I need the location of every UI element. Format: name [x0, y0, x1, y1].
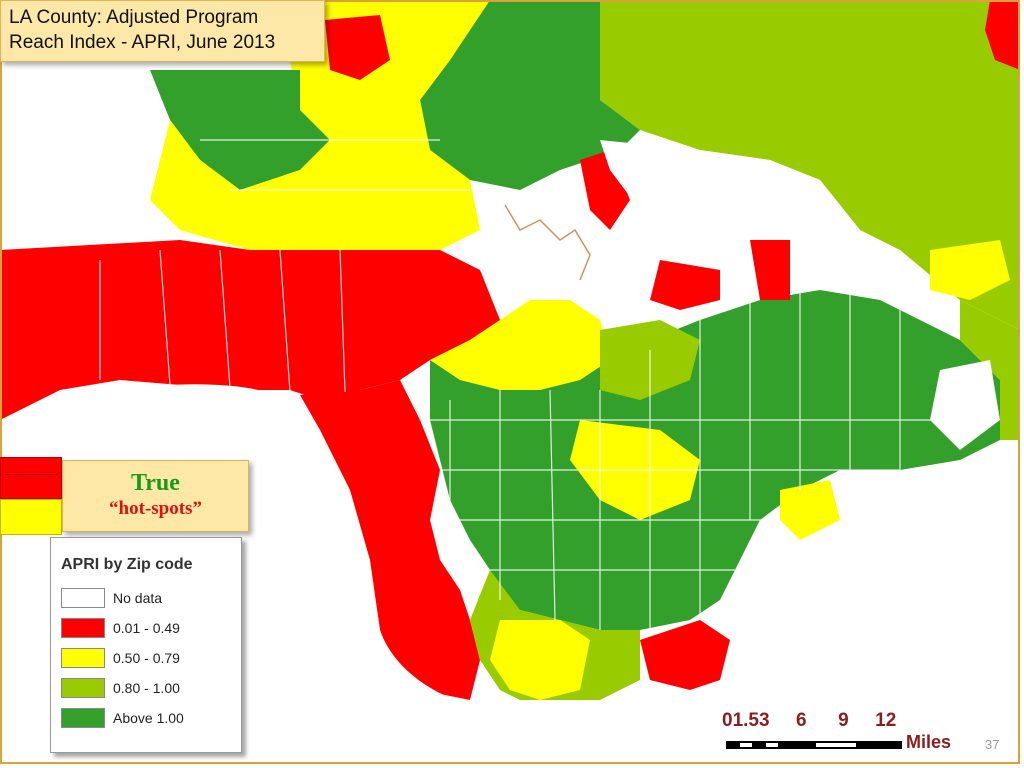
- legend-label: No data: [113, 590, 163, 606]
- legend-label: Above 1.00: [113, 710, 184, 726]
- region-south-yellow: [490, 620, 590, 700]
- slide-number: 37: [985, 737, 1000, 752]
- legend-title: APRI by Zip code: [61, 556, 193, 573]
- zip-boundaries: [99, 139, 950, 630]
- region-north-green: [420, 0, 640, 190]
- legend-label: 0.80 - 1.00: [113, 680, 180, 696]
- legend-item: Above 1.00: [61, 708, 241, 730]
- scale-bar: 01.53 6 9 12 Miles: [722, 710, 962, 758]
- region-yellow-se: [780, 480, 840, 540]
- region-west-red: [0, 240, 500, 420]
- region-top-red: [985, 0, 1020, 70]
- title-box: LA County: Adjusted Program Reach Index …: [0, 0, 325, 62]
- legend-swatch: [61, 648, 105, 668]
- legend-swatch: [61, 588, 105, 608]
- no-data-area-north: [600, 140, 860, 240]
- legend-item: 0.80 - 1.00: [61, 678, 241, 700]
- legend: APRI by Zip code No data 0.01 - 0.49 0.50 …: [50, 537, 242, 753]
- region-coast-red: [300, 380, 480, 700]
- hotspot-title: True: [131, 470, 180, 496]
- legend-label: 0.01 - 0.49: [113, 620, 180, 636]
- legend-swatch: [61, 678, 105, 698]
- hotspot-swatch: [0, 457, 62, 535]
- hotspot-callout: True “hot-spots”: [62, 460, 249, 532]
- region-topleft-red: [325, 15, 390, 80]
- region-central-yellow: [430, 300, 610, 390]
- no-data-area-ne-center: [490, 190, 610, 290]
- scale-bar-graphic: [726, 741, 902, 749]
- region-central-green: [430, 290, 1000, 630]
- region-mid-red-2: [650, 260, 720, 310]
- legend-swatch: [61, 618, 105, 638]
- map-road-outline: [504, 204, 591, 281]
- legend-item: 0.50 - 0.79: [61, 648, 241, 670]
- title-line-1: LA County: Adjusted Program: [9, 7, 259, 28]
- legend-item: No data: [61, 588, 241, 610]
- hotspot-swatch-yellow: [0, 499, 62, 535]
- hotspot-swatch-red: [0, 457, 62, 499]
- no-data-area-west: [0, 60, 170, 250]
- region-east-yellow: [930, 240, 1010, 300]
- region-mid-red-3: [750, 240, 790, 300]
- scale-units: Miles: [906, 732, 952, 752]
- legend-swatch: [61, 708, 105, 728]
- region-northwest-green: [150, 70, 330, 190]
- region-southeast-red: [640, 620, 730, 690]
- title-line-2: Reach Index - APRI, June 2013: [9, 32, 276, 53]
- no-data-area-east: [930, 360, 1000, 450]
- scale-tick-labels: 01.53 6 9 12: [722, 710, 897, 731]
- legend-item: 0.01 - 0.49: [61, 618, 241, 640]
- region-west-yellow: [150, 120, 480, 250]
- legend-label: 0.50 - 0.79: [113, 650, 180, 666]
- region-northeast: [600, 0, 1020, 330]
- hotspot-subtitle: “hot-spots”: [109, 498, 202, 519]
